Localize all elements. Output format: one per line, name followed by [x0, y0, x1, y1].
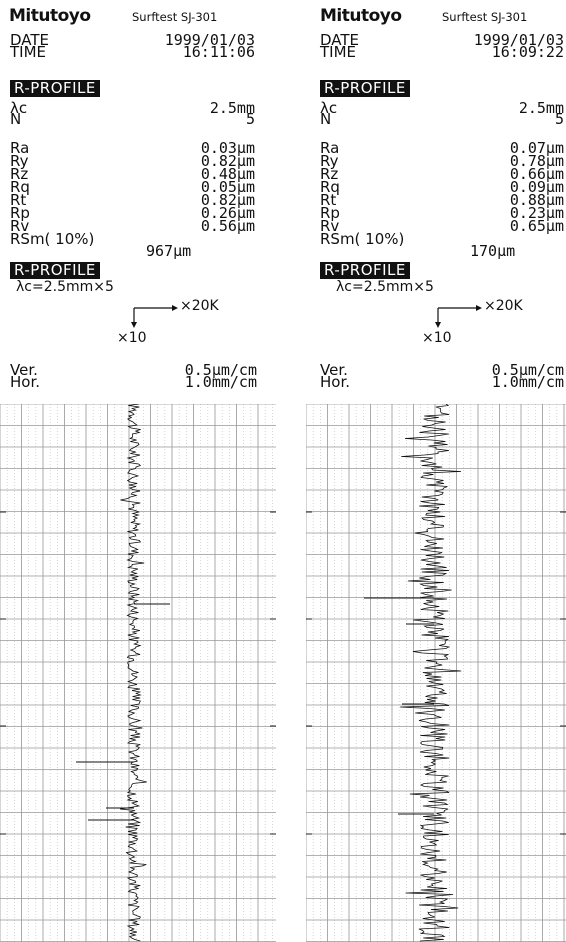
- param-label: Ra: [320, 139, 340, 157]
- rsm-value: 170μm: [470, 242, 516, 260]
- printout-left: Mitutoyo Surftest SJ-301 DATE TIME 1999/…: [0, 6, 276, 942]
- param-row-rz: Rz 0.48μm: [10, 165, 255, 183]
- param-value: 0.88μm: [509, 191, 564, 209]
- param-row-ra: Ra 0.03μm: [10, 139, 255, 157]
- profile-trace: [306, 404, 566, 942]
- param-label: Rz: [320, 165, 339, 183]
- model-name: Surftest SJ-301: [442, 10, 528, 24]
- lambda-c-label: λc: [320, 99, 338, 117]
- param-value: 0.66μm: [509, 165, 564, 183]
- brand-logo: Mitutoyo: [320, 6, 402, 26]
- profile-line: [400, 404, 462, 942]
- parameter-list: Ra 0.07μm Ry 0.78μm Rz 0.66μm Rq 0.09μm …: [320, 139, 564, 235]
- time-value: 16:11:06: [182, 43, 255, 61]
- date-value: 1999/01/03: [164, 31, 255, 49]
- lambda-c-label: λc: [10, 99, 28, 117]
- profile-title: R-PROFILE: [320, 80, 410, 97]
- n-value: 5: [554, 110, 564, 128]
- param-row-ry: Ry 0.78μm: [320, 152, 564, 170]
- param-row-rp: Rp 0.23μm: [320, 204, 564, 222]
- ver-scale-label: Ver.: [320, 361, 348, 379]
- roughness-profile-graph: [0, 404, 276, 942]
- param-label: Rt: [320, 191, 337, 209]
- date-label: DATE: [320, 31, 360, 49]
- printout-right: Mitutoyo Surftest SJ-301 DATE TIME 1999/…: [306, 0, 566, 942]
- profile-title-2: R-PROFILE: [320, 262, 410, 279]
- ver-scale-value: 0.5μm/cm: [491, 361, 564, 379]
- brand-logo: Mitutoyo: [9, 6, 91, 26]
- vertical-magnification: ×10: [117, 330, 147, 346]
- param-label: Ry: [10, 152, 29, 170]
- model-name: Surftest SJ-301: [132, 10, 218, 24]
- param-label: Rz: [10, 165, 29, 183]
- date-label: DATE: [10, 31, 50, 49]
- horizontal-magnification: ×20K: [180, 298, 219, 314]
- vertical-magnification: ×10: [422, 330, 452, 346]
- param-label: Rq: [10, 178, 30, 196]
- param-value: 0.82μm: [200, 191, 255, 209]
- n-label: N: [320, 110, 332, 128]
- param-value: 0.09μm: [509, 178, 564, 196]
- profile-trace: [0, 404, 276, 942]
- date-value: 1999/01/03: [473, 31, 564, 49]
- lambda-c-value: 2.5mm: [209, 99, 255, 117]
- param-label: Rp: [10, 204, 30, 222]
- lambda-c-value: 2.5mm: [518, 99, 564, 117]
- n-value: 5: [245, 110, 255, 128]
- param-row-rt: Rt 0.88μm: [320, 191, 564, 209]
- profile-title-2: R-PROFILE: [10, 262, 100, 279]
- hor-scale-label: Hor.: [10, 373, 41, 391]
- param-label: Ra: [10, 139, 30, 157]
- parameter-list: Ra 0.03μm Ry 0.82μm Rz 0.48μm Rq 0.05μm …: [10, 139, 255, 235]
- param-value: 0.48μm: [200, 165, 255, 183]
- param-value: 0.03μm: [200, 139, 255, 157]
- time-value: 16:09:22: [491, 43, 564, 61]
- cutoff-text: λc=2.5mm×5: [16, 279, 114, 295]
- time-label: TIME: [10, 43, 47, 61]
- param-row-ra: Ra 0.07μm: [320, 139, 564, 157]
- param-row-rv: Rv 0.56μm: [10, 217, 255, 235]
- param-value: 0.65μm: [509, 217, 564, 235]
- param-value: 0.05μm: [200, 178, 255, 196]
- profile-title: R-PROFILE: [10, 80, 100, 97]
- param-value: 0.82μm: [200, 152, 255, 170]
- param-label: Rv: [320, 217, 340, 235]
- param-row-rv: Rv 0.65μm: [320, 217, 564, 235]
- magnification-arrows-icon: [435, 305, 482, 328]
- param-label: Rt: [10, 191, 27, 209]
- param-value: 0.78μm: [509, 152, 564, 170]
- n-label: N: [10, 110, 22, 128]
- hor-scale-label: Hor.: [320, 373, 351, 391]
- param-label: Rq: [320, 178, 340, 196]
- roughness-profile-graph: [306, 404, 566, 942]
- param-value: 0.23μm: [509, 204, 564, 222]
- ver-scale-label: Ver.: [10, 361, 38, 379]
- rsm-label: RSm( 10%): [320, 230, 405, 248]
- param-row-ry: Ry 0.82μm: [10, 152, 255, 170]
- rsm-label: RSm( 10%): [10, 230, 95, 248]
- magnification-arrows-icon: [131, 305, 178, 328]
- param-label: Ry: [320, 152, 339, 170]
- rsm-value: 967μm: [146, 242, 192, 260]
- param-value: 0.07μm: [509, 139, 564, 157]
- profile-line: [119, 404, 147, 942]
- param-row-rp: Rp 0.26μm: [10, 204, 255, 222]
- param-row-rq: Rq 0.05μm: [10, 178, 255, 196]
- param-label: Rv: [10, 217, 30, 235]
- ver-scale-value: 0.5μm/cm: [184, 361, 257, 379]
- horizontal-magnification: ×20K: [484, 298, 523, 314]
- param-label: Rp: [320, 204, 340, 222]
- param-row-rt: Rt 0.82μm: [10, 191, 255, 209]
- time-label: TIME: [320, 43, 357, 61]
- param-row-rq: Rq 0.09μm: [320, 178, 564, 196]
- param-value: 0.26μm: [200, 204, 255, 222]
- hor-scale-value: 1.0mm/cm: [184, 373, 257, 391]
- param-value: 0.56μm: [200, 217, 255, 235]
- cutoff-text: λc=2.5mm×5: [336, 279, 434, 295]
- param-row-rz: Rz 0.66μm: [320, 165, 564, 183]
- hor-scale-value: 1.0mm/cm: [491, 373, 564, 391]
